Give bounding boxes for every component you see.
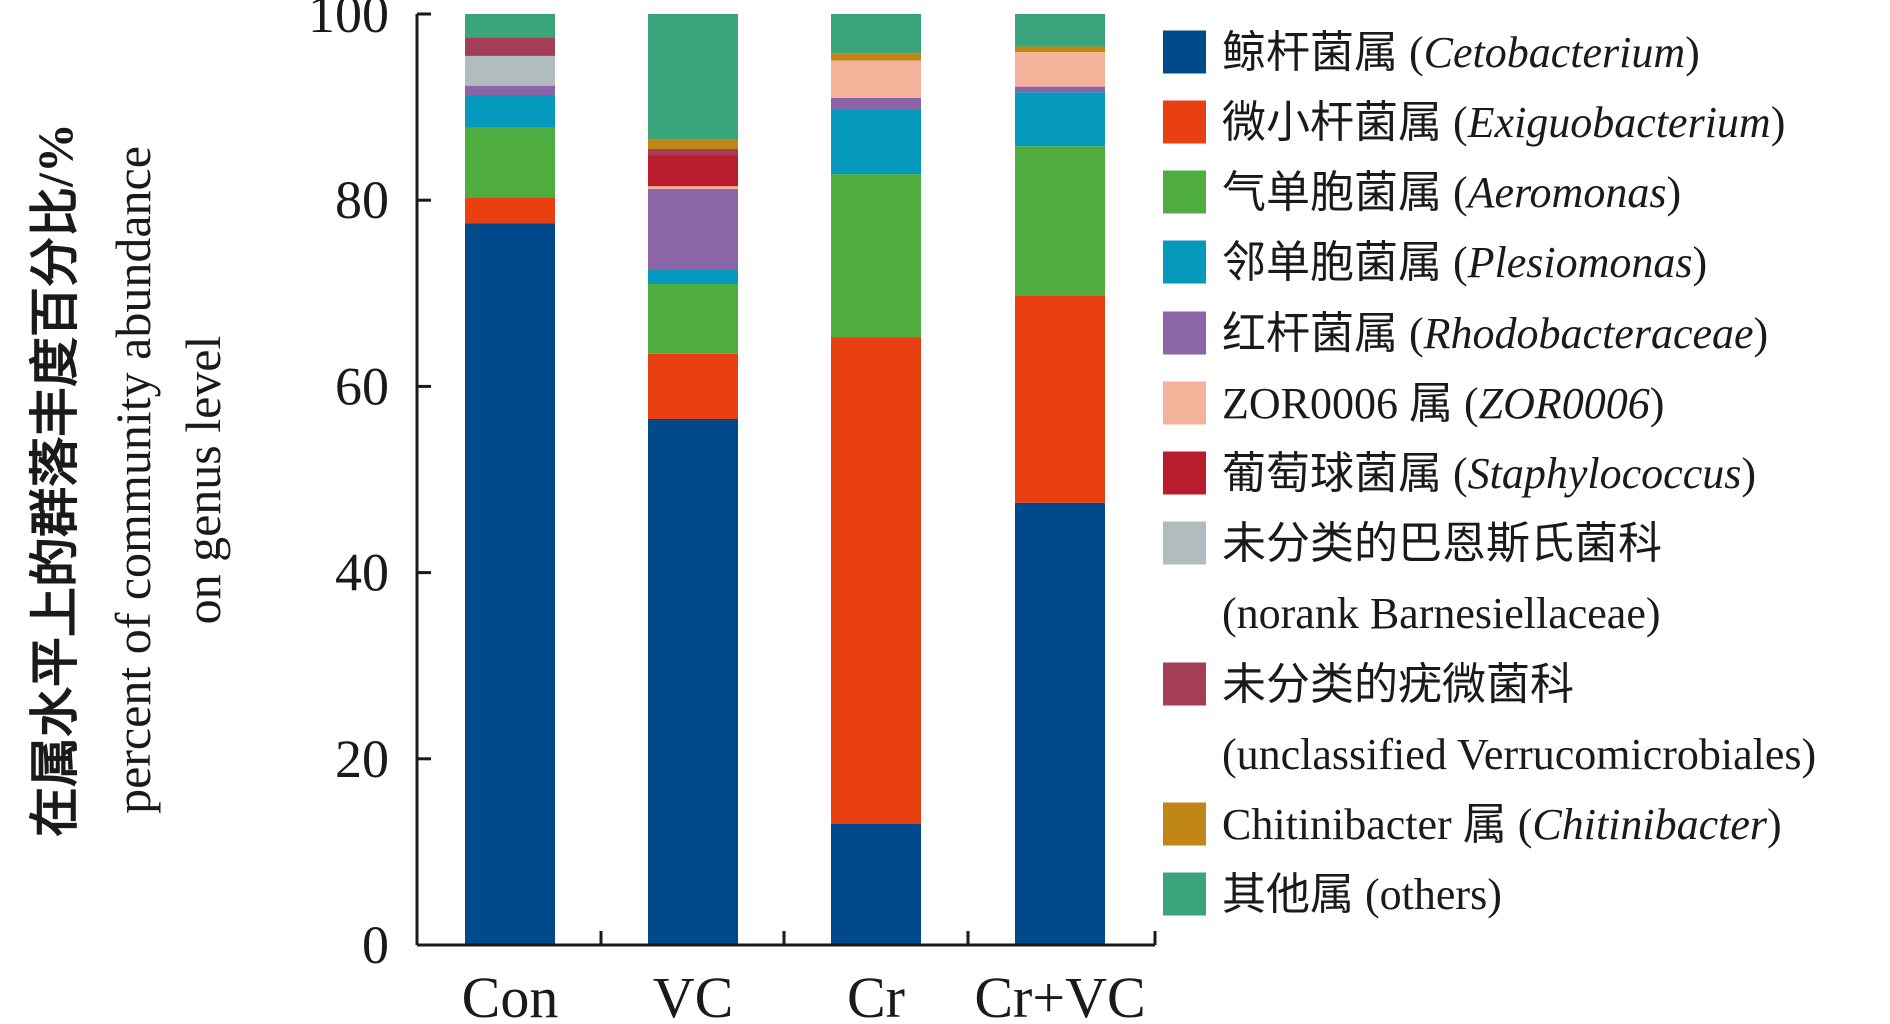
bar-segment-con-10 bbox=[465, 14, 555, 38]
legend-swatch bbox=[1163, 100, 1206, 144]
bar-segment-crvc-0 bbox=[1015, 502, 1105, 945]
legend-swatch bbox=[1163, 311, 1206, 355]
bar-segment-cr-1 bbox=[831, 337, 921, 824]
legend-label: 其他属 (others) bbox=[1222, 870, 1502, 919]
legend-label: 微小杆菌属 (Exiguobacterium) bbox=[1222, 98, 1785, 147]
bar-segment-cr-3 bbox=[831, 108, 921, 175]
bar-segment-vc-9 bbox=[648, 139, 738, 149]
y-axis-title-line: 在属水平上的群落丰度百分比/% bbox=[27, 123, 83, 837]
y-tick-label: 0 bbox=[362, 915, 389, 975]
legend-swatch bbox=[1163, 451, 1206, 495]
legend-label: 未分类的疣微菌科 bbox=[1222, 660, 1574, 709]
bar-segment-cr-9 bbox=[831, 53, 921, 61]
bar-segment-con-0 bbox=[465, 223, 555, 946]
y-tick-label: 60 bbox=[335, 356, 389, 416]
x-tick-label: VC bbox=[653, 965, 734, 1019]
bar-segment-con-8 bbox=[465, 37, 555, 56]
legend-label: 红杆菌属 (Rhodobacteraceae) bbox=[1222, 309, 1768, 358]
legend-label-secondary: (unclassified Verrucomicrobiales) bbox=[1222, 730, 1816, 779]
y-axis-title-line: percent of community abundance bbox=[105, 146, 161, 814]
bar-segment-vc-4 bbox=[648, 189, 738, 271]
y-tick-label: 100 bbox=[308, 0, 389, 44]
legend-swatch bbox=[1163, 30, 1206, 74]
x-tick-label: Con bbox=[462, 965, 559, 1019]
legend: 鲸杆菌属 (Cetobacterium) 微小杆菌属 (Exiguobacteri… bbox=[1163, 28, 1816, 919]
bar-segment-cr-4 bbox=[831, 97, 921, 109]
bar-segment-cr-5 bbox=[831, 60, 921, 98]
bar-segment-crvc-5 bbox=[1015, 52, 1105, 87]
bar-segment-vc-0 bbox=[648, 418, 738, 945]
bar-segment-cr-10 bbox=[831, 14, 921, 54]
y-axis-title-line: on genus level bbox=[175, 336, 231, 625]
y-tick-label: 40 bbox=[335, 543, 389, 603]
legend-swatch bbox=[1163, 240, 1206, 284]
legend-label: 葡萄球菌属 (Staphylococcus) bbox=[1222, 449, 1756, 498]
axes: 0 20 40 60 80 100 Con VC Cr Cr+VC bbox=[308, 0, 1157, 1024]
legend-swatch bbox=[1163, 521, 1206, 565]
bar-segment-crvc-9 bbox=[1015, 46, 1105, 53]
legend-swatch bbox=[1163, 662, 1206, 706]
legend-label: 鲸杆菌属 (Cetobacterium) bbox=[1222, 28, 1700, 77]
legend-swatch bbox=[1163, 802, 1206, 846]
bar-segment-vc-2 bbox=[648, 283, 738, 354]
bar-segment-crvc-4 bbox=[1015, 86, 1105, 93]
bar-segment-con-7 bbox=[465, 55, 555, 86]
bar-segment-cr-0 bbox=[831, 823, 921, 945]
legend-label-secondary: (norank Barnesiellaceae) bbox=[1222, 589, 1661, 638]
bar-segment-crvc-10 bbox=[1015, 14, 1105, 47]
bar-segment-cr-2 bbox=[831, 174, 921, 338]
x-tick-label: Cr bbox=[847, 965, 905, 1019]
y-tick-label: 80 bbox=[335, 170, 389, 230]
legend-label: 未分类的巴恩斯氏菌科 bbox=[1222, 519, 1662, 568]
bar-segment-crvc-1 bbox=[1015, 295, 1105, 503]
legend-swatch bbox=[1163, 381, 1206, 425]
bar-segment-con-1 bbox=[465, 197, 555, 224]
bar-segment-vc-3 bbox=[648, 270, 738, 284]
bar-segment-vc-1 bbox=[648, 353, 738, 419]
legend-swatch bbox=[1163, 170, 1206, 214]
bar-segment-vc-10 bbox=[648, 14, 738, 140]
bar-segment-vc-5 bbox=[648, 186, 738, 190]
bar-segment-con-4 bbox=[465, 85, 555, 95]
bar-segment-vc-6 bbox=[648, 155, 738, 187]
x-tick-label: Cr+VC bbox=[974, 965, 1145, 1019]
bar-segment-con-3 bbox=[465, 94, 555, 128]
bar-segment-vc-8 bbox=[648, 148, 738, 156]
bar-segment-crvc-3 bbox=[1015, 92, 1105, 147]
legend-label: 气单胞菌属 (Aeromonas) bbox=[1222, 168, 1681, 217]
legend-swatch bbox=[1163, 872, 1206, 916]
legend-label: 邻单胞菌属 (Plesiomonas) bbox=[1222, 238, 1707, 287]
y-axis-title: 在属水平上的群落丰度百分比/% percent of community abun… bbox=[27, 123, 231, 837]
legend-label: ZOR0006 属 (ZOR0006) bbox=[1222, 379, 1664, 428]
bar-segment-crvc-2 bbox=[1015, 146, 1105, 296]
bars bbox=[465, 14, 1105, 946]
bar-segment-con-2 bbox=[465, 127, 555, 198]
y-tick-label: 20 bbox=[335, 729, 389, 789]
legend-label: Chitinibacter 属 (Chitinibacter) bbox=[1222, 800, 1782, 849]
